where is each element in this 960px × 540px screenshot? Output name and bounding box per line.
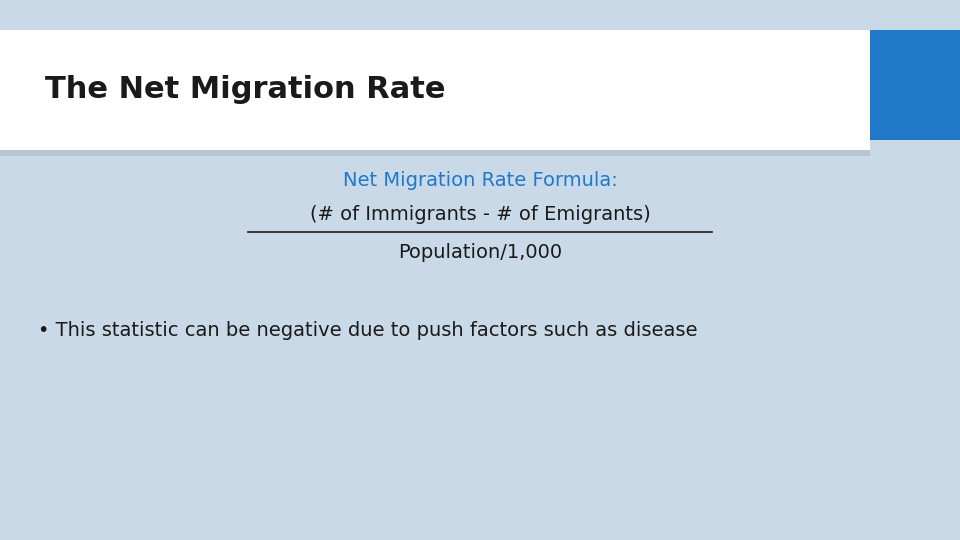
- Bar: [0, 30, 870, 150]
- Bar: [0, 150, 870, 156]
- Text: The Net Migration Rate: The Net Migration Rate: [45, 76, 445, 105]
- Bar: [870, 30, 960, 140]
- Bar: [0, 0, 960, 30]
- Text: (# of Immigrants - # of Emigrants): (# of Immigrants - # of Emigrants): [310, 206, 650, 225]
- Text: Net Migration Rate Formula:: Net Migration Rate Formula:: [343, 171, 617, 190]
- Text: Population/1,000: Population/1,000: [398, 242, 562, 261]
- Text: • This statistic can be negative due to push factors such as disease: • This statistic can be negative due to …: [38, 321, 698, 340]
